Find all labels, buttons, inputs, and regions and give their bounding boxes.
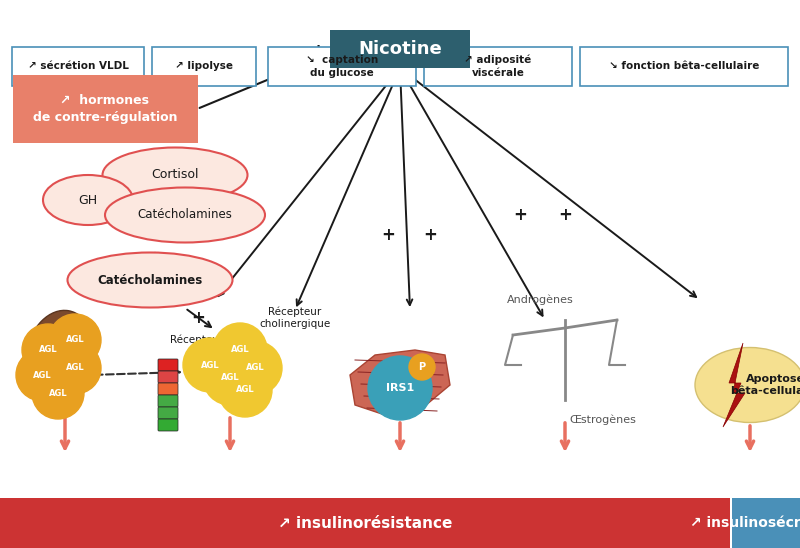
Text: AGL: AGL bbox=[38, 345, 58, 355]
FancyBboxPatch shape bbox=[732, 498, 800, 548]
Circle shape bbox=[409, 354, 435, 380]
Circle shape bbox=[213, 323, 267, 377]
Text: Nicotine: Nicotine bbox=[358, 40, 442, 58]
FancyBboxPatch shape bbox=[158, 359, 178, 371]
Text: ↗ lipolyse: ↗ lipolyse bbox=[175, 61, 233, 71]
Circle shape bbox=[32, 367, 84, 419]
Text: ↗ sécrétion VLDL: ↗ sécrétion VLDL bbox=[27, 61, 129, 71]
Text: ↘  captation
du glucose: ↘ captation du glucose bbox=[306, 55, 378, 77]
Text: GH: GH bbox=[78, 193, 98, 207]
Circle shape bbox=[203, 351, 257, 405]
Text: +: + bbox=[381, 226, 395, 244]
Text: AGL: AGL bbox=[201, 361, 219, 369]
Text: ↗ insulinosécrétion: ↗ insulinosécrétion bbox=[690, 516, 800, 530]
FancyBboxPatch shape bbox=[424, 47, 572, 86]
Text: AGL: AGL bbox=[230, 345, 250, 355]
Circle shape bbox=[16, 349, 68, 401]
Text: +: + bbox=[310, 42, 326, 60]
Text: Récepteur
cholinergique: Récepteur cholinergique bbox=[259, 306, 330, 329]
Text: AGL: AGL bbox=[66, 363, 84, 373]
FancyBboxPatch shape bbox=[158, 419, 178, 431]
FancyBboxPatch shape bbox=[330, 30, 470, 68]
Polygon shape bbox=[350, 350, 450, 415]
Text: IRS1: IRS1 bbox=[386, 383, 414, 393]
Circle shape bbox=[218, 363, 272, 417]
Ellipse shape bbox=[105, 187, 265, 243]
Text: ↘ fonction bêta-cellulaire: ↘ fonction bêta-cellulaire bbox=[609, 61, 759, 71]
Circle shape bbox=[49, 314, 101, 366]
Ellipse shape bbox=[695, 347, 800, 423]
Text: +: + bbox=[423, 226, 437, 244]
Text: P: P bbox=[418, 362, 426, 372]
Text: Œstrogènes: Œstrogènes bbox=[570, 415, 637, 425]
Text: Catécholamines: Catécholamines bbox=[98, 273, 202, 287]
Text: Récepteur bêta-3: Récepteur bêta-3 bbox=[170, 335, 260, 345]
Text: +: + bbox=[136, 249, 150, 267]
Polygon shape bbox=[723, 343, 745, 427]
Ellipse shape bbox=[102, 147, 247, 203]
Text: Apoptose
bêta-cellulaire: Apoptose bêta-cellulaire bbox=[730, 374, 800, 396]
FancyBboxPatch shape bbox=[580, 47, 788, 86]
FancyBboxPatch shape bbox=[13, 75, 198, 143]
Circle shape bbox=[183, 338, 237, 392]
FancyBboxPatch shape bbox=[0, 498, 730, 548]
Text: ↗  hormones
de contre-régulation: ↗ hormones de contre-régulation bbox=[33, 94, 178, 124]
FancyBboxPatch shape bbox=[158, 407, 178, 419]
Text: ↗ insulinorésistance: ↗ insulinorésistance bbox=[278, 516, 452, 530]
Text: +: + bbox=[558, 206, 572, 224]
Text: AGL: AGL bbox=[221, 374, 239, 383]
Text: Cortisol: Cortisol bbox=[151, 168, 198, 181]
Circle shape bbox=[49, 342, 101, 394]
Ellipse shape bbox=[67, 253, 233, 307]
FancyBboxPatch shape bbox=[268, 47, 416, 86]
Text: +: + bbox=[191, 309, 205, 327]
Text: AGL: AGL bbox=[33, 370, 51, 380]
Text: +: + bbox=[513, 206, 527, 224]
FancyBboxPatch shape bbox=[12, 47, 144, 86]
Text: ↗ adiposité
viscérale: ↗ adiposité viscérale bbox=[464, 55, 532, 78]
Circle shape bbox=[368, 356, 432, 420]
FancyBboxPatch shape bbox=[158, 371, 178, 383]
FancyBboxPatch shape bbox=[152, 47, 256, 86]
Text: Androgènes: Androgènes bbox=[506, 295, 574, 305]
Text: AGL: AGL bbox=[66, 335, 84, 345]
FancyBboxPatch shape bbox=[158, 395, 178, 407]
Ellipse shape bbox=[43, 175, 133, 225]
Ellipse shape bbox=[25, 310, 95, 409]
Text: Catécholamines: Catécholamines bbox=[138, 208, 233, 221]
Circle shape bbox=[228, 341, 282, 395]
Circle shape bbox=[22, 324, 74, 376]
Text: AGL: AGL bbox=[49, 389, 67, 397]
Text: AGL: AGL bbox=[246, 363, 264, 373]
FancyBboxPatch shape bbox=[158, 383, 178, 395]
Text: AGL: AGL bbox=[236, 385, 254, 395]
